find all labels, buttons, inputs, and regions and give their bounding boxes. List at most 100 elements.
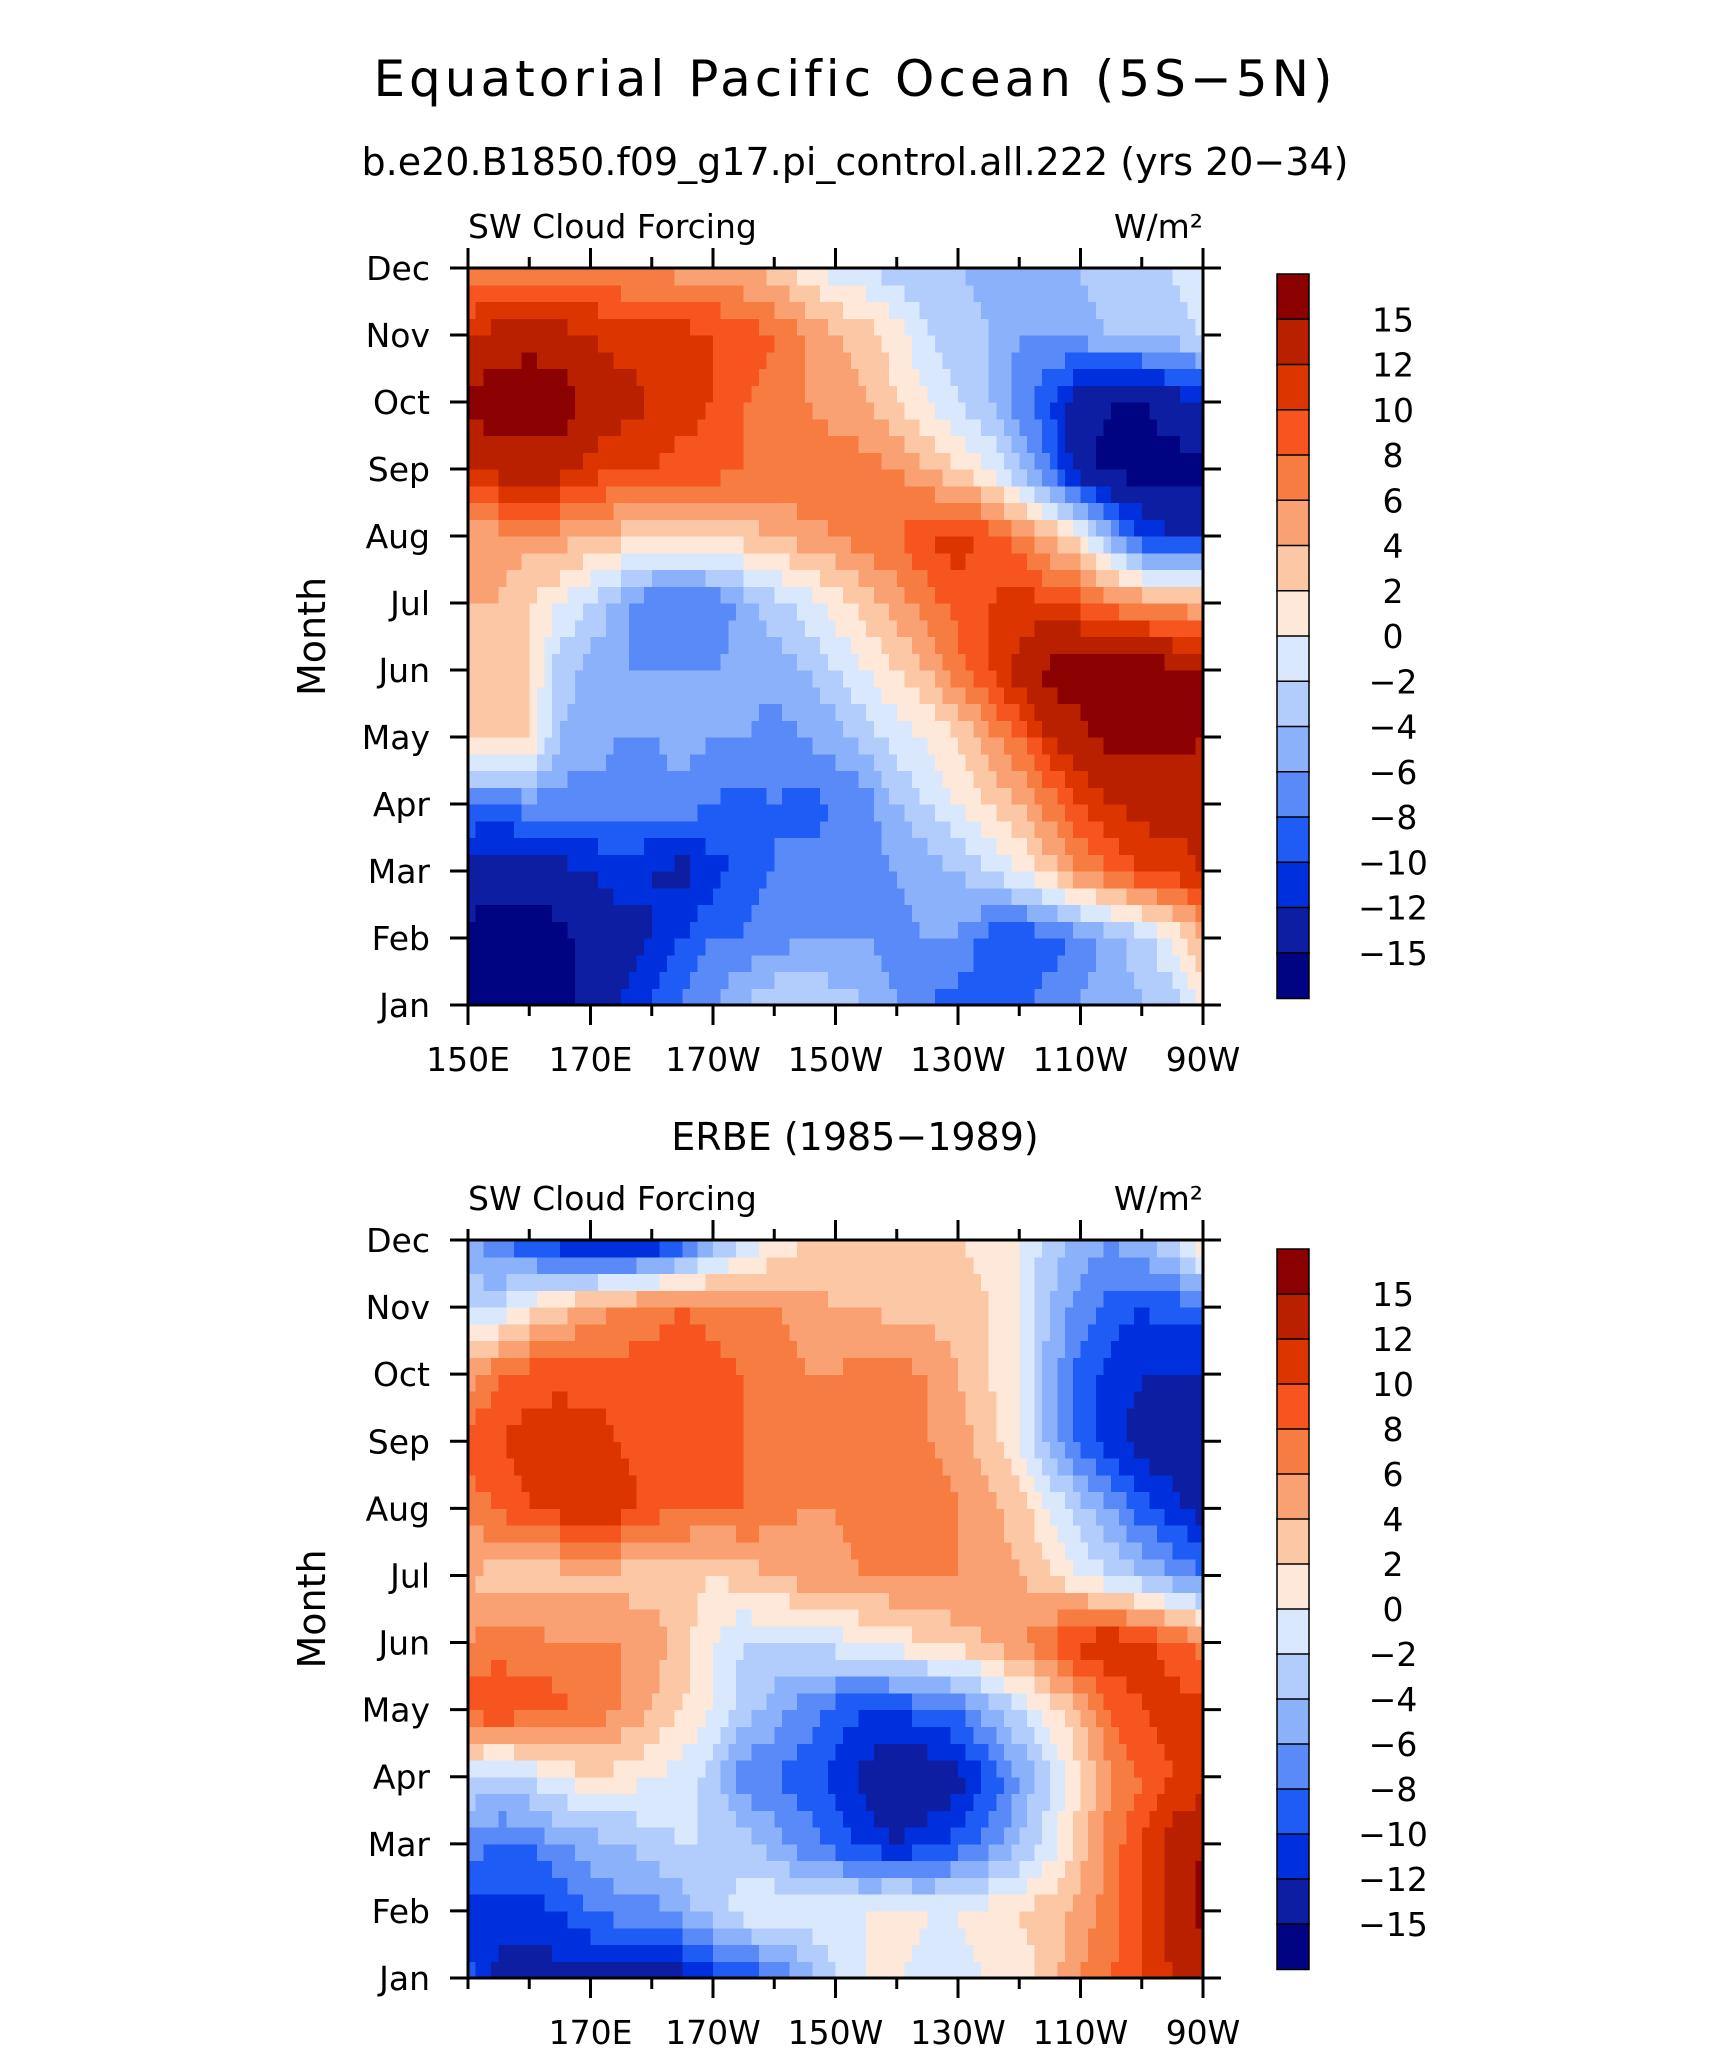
- heatmap-cell: [812, 485, 821, 504]
- heatmap-cell: [667, 335, 676, 353]
- heatmap-cell: [1103, 686, 1112, 705]
- heatmap-cell: [804, 351, 814, 370]
- heatmap-cell: [605, 1927, 615, 1946]
- heatmap-cell: [682, 1877, 691, 1895]
- heatmap-cell: [804, 335, 814, 353]
- heatmap-cell: [1111, 502, 1120, 520]
- heatmap-cell: [820, 904, 829, 922]
- heatmap-cell: [789, 737, 798, 755]
- heatmap-cell: [621, 854, 630, 872]
- heatmap-cell: [559, 854, 569, 872]
- heatmap-cell: [498, 854, 507, 872]
- heatmap-cell: [935, 1961, 944, 1979]
- heatmap-cell: [705, 418, 714, 437]
- heatmap-cell: [690, 971, 699, 989]
- heatmap-cell: [735, 1927, 745, 1946]
- heatmap-cell: [498, 586, 507, 604]
- heatmap-cell: [919, 904, 928, 922]
- heatmap-cell: [1157, 820, 1166, 839]
- heatmap-cell: [889, 603, 898, 621]
- heatmap-cell: [751, 335, 760, 353]
- heatmap-cell: [1011, 603, 1020, 621]
- heatmap-cell: [958, 469, 967, 487]
- heatmap-cell: [613, 753, 622, 772]
- heatmap-cell: [889, 670, 898, 688]
- heatmap-cell: [1103, 469, 1112, 487]
- heatmap-cell: [1180, 351, 1189, 370]
- heatmap-cell: [820, 435, 829, 453]
- heatmap-cell: [950, 268, 959, 286]
- heatmap-cell: [1042, 787, 1051, 805]
- heatmap-cell: [950, 1944, 959, 1962]
- heatmap-cell: [789, 619, 798, 638]
- heatmap-cell: [919, 268, 928, 286]
- heatmap-cell: [950, 636, 959, 654]
- heatmap-cell: [1019, 971, 1028, 989]
- heatmap-cell: [935, 318, 944, 336]
- heatmap-cell: [1195, 636, 1204, 654]
- heatmap-cell: [621, 737, 630, 755]
- panel-units-label: W/m²: [1114, 207, 1203, 246]
- heatmap-cell: [896, 703, 906, 721]
- heatmap-cell: [751, 418, 760, 437]
- heatmap-cell: [980, 1877, 990, 1895]
- heatmap-cell: [529, 284, 538, 303]
- heatmap-cell: [1103, 837, 1112, 855]
- heatmap-cell: [958, 971, 967, 989]
- heatmap-cell: [682, 452, 691, 470]
- heatmap-cell: [575, 536, 584, 554]
- heatmap-cell: [667, 1860, 676, 1878]
- heatmap-cell: [927, 938, 936, 956]
- heatmap-cell: [628, 485, 638, 504]
- heatmap-cell: [1187, 351, 1196, 370]
- heatmap-cell: [1111, 418, 1120, 437]
- heatmap-cell: [797, 887, 806, 906]
- heatmap-cell: [651, 368, 661, 386]
- heatmap-cell: [659, 670, 668, 688]
- heatmap-cell: [835, 670, 844, 688]
- heatmap-cell: [812, 804, 821, 822]
- heatmap-cell: [567, 452, 576, 470]
- heatmap-cell: [804, 318, 814, 336]
- heatmap-cell: [873, 653, 883, 671]
- heatmap-cell: [1126, 586, 1135, 604]
- heatmap-cell: [1003, 1894, 1013, 1912]
- colorbar-swatch: [1276, 454, 1310, 502]
- heatmap-cell: [919, 485, 928, 504]
- heatmap-cell: [1072, 603, 1082, 621]
- heatmap-cell: [682, 971, 691, 989]
- heatmap-cell: [628, 954, 638, 973]
- heatmap-cell: [659, 988, 668, 1006]
- heatmap-cell: [605, 619, 615, 638]
- heatmap-cell: [705, 921, 714, 939]
- heatmap-cell: [513, 485, 523, 504]
- heatmap-cell: [483, 804, 492, 822]
- heatmap-cell: [1065, 284, 1074, 303]
- heatmap-cell: [789, 318, 798, 336]
- heatmap-cell: [988, 402, 997, 420]
- heatmap-cell: [598, 921, 607, 939]
- heatmap-cell: [1095, 871, 1105, 889]
- heatmap-cell: [636, 653, 645, 671]
- heatmap-cell: [1049, 603, 1059, 621]
- heatmap-cell: [567, 284, 576, 303]
- heatmap-cell: [713, 469, 722, 487]
- heatmap-cell: [506, 284, 515, 303]
- heatmap-cell: [575, 988, 584, 1006]
- heatmap-cell: [958, 737, 967, 755]
- heatmap-cell: [651, 1910, 661, 1929]
- heatmap-cell: [690, 703, 699, 721]
- heatmap-cell: [950, 284, 959, 303]
- heatmap-cell: [935, 284, 944, 303]
- heatmap-cell: [659, 469, 668, 487]
- heatmap-cell: [674, 619, 683, 638]
- heatmap-cell: [1172, 469, 1181, 487]
- heatmap-cell: [1057, 536, 1066, 554]
- heatmap-cell: [996, 603, 1005, 621]
- heatmap-cell: [766, 954, 775, 973]
- heatmap-cell: [1126, 971, 1135, 989]
- heatmap-cell: [1057, 1927, 1066, 1946]
- heatmap-cell: [919, 1894, 928, 1912]
- heatmap-cell: [973, 787, 982, 805]
